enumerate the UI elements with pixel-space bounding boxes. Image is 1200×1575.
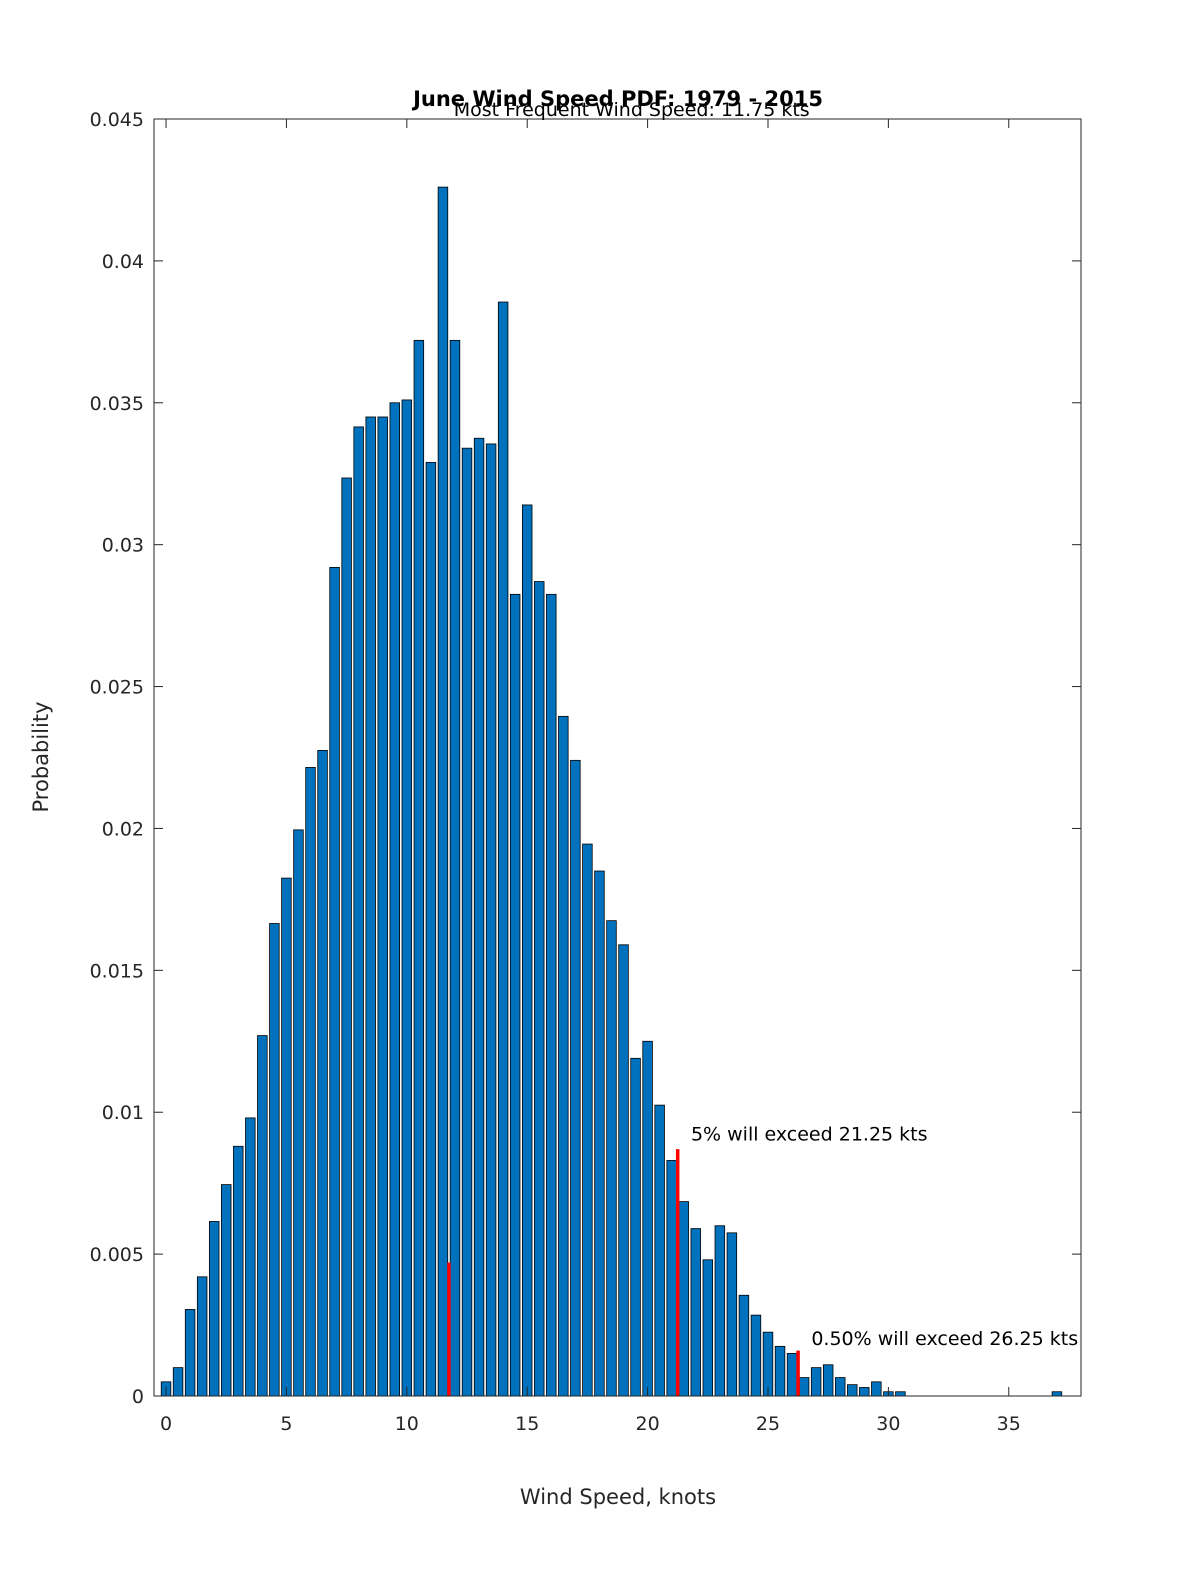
- bar: [738, 1294, 750, 1397]
- y-tick-label: 0: [132, 1386, 144, 1408]
- bar: [377, 416, 388, 1397]
- x-tick-label: 35: [997, 1413, 1021, 1435]
- y-tick-label: 0.02: [102, 818, 144, 840]
- bar: [871, 1381, 882, 1397]
- bar: [485, 443, 497, 1397]
- bar: [546, 593, 557, 1397]
- bar: [750, 1314, 762, 1397]
- bar: [702, 1259, 714, 1397]
- bar: [461, 447, 473, 1397]
- bar: [618, 944, 629, 1397]
- bar: [497, 301, 509, 1397]
- x-tick-label: 30: [876, 1413, 900, 1435]
- y-tick-label: 0.005: [90, 1244, 144, 1266]
- bar: [822, 1364, 834, 1397]
- bar: [473, 437, 485, 1397]
- bar: [810, 1367, 822, 1397]
- bar: [413, 339, 425, 1397]
- y-tick-label: 0.045: [90, 109, 144, 131]
- bar: [233, 1145, 244, 1397]
- bar: [208, 1221, 220, 1397]
- bar: [762, 1331, 774, 1397]
- bar: [666, 1160, 677, 1397]
- bar: [714, 1225, 726, 1397]
- bar: [654, 1104, 665, 1397]
- bar: [257, 1035, 268, 1397]
- bar: [401, 399, 413, 1397]
- y-tick-label: 0.025: [90, 677, 144, 699]
- bar: [558, 715, 569, 1397]
- bar: [606, 920, 617, 1397]
- y-tick-label: 0.03: [102, 535, 144, 557]
- x-tick-label: 0: [160, 1413, 172, 1435]
- x-tick-label: 20: [636, 1413, 660, 1435]
- chart-title: June Wind Speed PDF: 1979 - 2015: [411, 87, 823, 111]
- bar: [389, 402, 400, 1397]
- bar: [726, 1232, 738, 1397]
- bar: [184, 1309, 196, 1397]
- bar: [798, 1377, 810, 1397]
- y-tick-label: 0.01: [102, 1102, 144, 1124]
- bar: [353, 426, 364, 1397]
- bar: [329, 566, 340, 1397]
- bar: [895, 1391, 906, 1397]
- bar: [437, 186, 449, 1397]
- marker-annotation: Most Frequent Wind Speed: 11.75 kts: [454, 99, 810, 121]
- bars-layer: [160, 186, 1063, 1397]
- x-tick-label: 10: [395, 1413, 419, 1435]
- bar: [630, 1057, 641, 1397]
- bar: [521, 504, 533, 1397]
- bar: [1051, 1391, 1063, 1397]
- bar: [786, 1353, 798, 1397]
- x-axis-label: Wind Speed, knots: [520, 1485, 716, 1509]
- bar: [774, 1345, 786, 1397]
- bar: [341, 477, 352, 1397]
- plot-frame: [153, 118, 1082, 1397]
- bar: [172, 1367, 184, 1397]
- bar: [269, 923, 280, 1397]
- y-axis-label: Probability: [29, 701, 53, 812]
- bar: [365, 416, 376, 1397]
- bar: [245, 1117, 256, 1397]
- bar: [835, 1377, 846, 1397]
- bar: [509, 593, 521, 1397]
- marker-lines-layer: [447, 1149, 800, 1396]
- bar: [847, 1384, 858, 1397]
- bar: [281, 877, 292, 1397]
- bar: [678, 1201, 689, 1397]
- bar: [642, 1040, 653, 1397]
- bar: [317, 750, 328, 1397]
- bar: [690, 1228, 701, 1397]
- bar: [859, 1387, 870, 1397]
- annotations-layer: Most Frequent Wind Speed: 11.75 kts 5% wi…: [454, 99, 1078, 1350]
- marker-annotation: 5% will exceed 21.25 kts: [691, 1124, 928, 1146]
- x-tick-label: 15: [515, 1413, 539, 1435]
- bar: [534, 581, 545, 1397]
- y-tick-label: 0.015: [90, 960, 144, 982]
- bar: [425, 461, 437, 1397]
- x-tick-label: 5: [280, 1413, 292, 1435]
- bar: [594, 870, 605, 1397]
- bar: [196, 1276, 208, 1397]
- bar: [582, 843, 593, 1397]
- marker-annotation: 0.50% will exceed 26.25 kts: [811, 1328, 1078, 1350]
- y-tick-label: 0.04: [102, 251, 144, 273]
- bar: [305, 767, 316, 1397]
- bar: [449, 339, 461, 1397]
- ticks-layer: 0 5 10 15 20 25 30 35 0 0.005 0.01 0.015 0.02 0.025 0.…: [90, 109, 1081, 1435]
- bar: [293, 829, 304, 1397]
- y-tick-label: 0.035: [90, 393, 144, 415]
- x-tick-label: 25: [756, 1413, 780, 1435]
- bar: [221, 1184, 232, 1397]
- bar: [570, 759, 581, 1397]
